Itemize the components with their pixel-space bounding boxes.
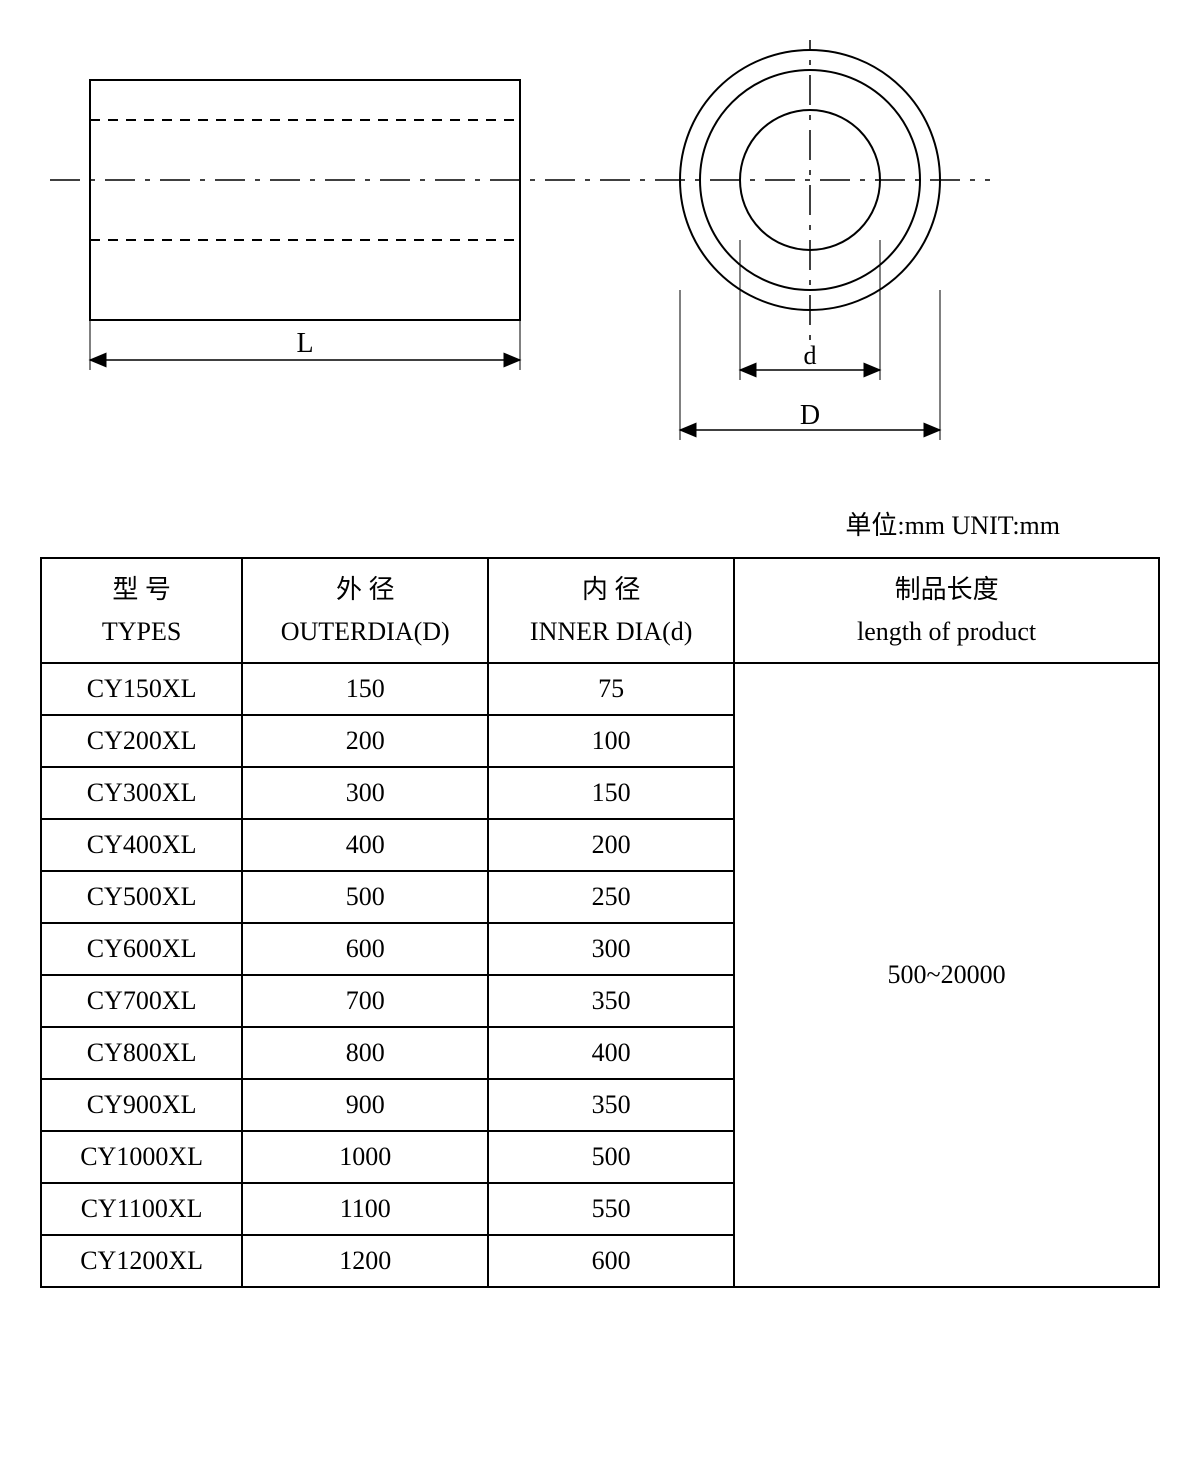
cell-outer: 900: [242, 1079, 488, 1131]
cell-outer: 1100: [242, 1183, 488, 1235]
cell-outer: 200: [242, 715, 488, 767]
header-outer-cn: 外 径: [336, 575, 395, 604]
table-row: CY150XL15075500~20000: [41, 663, 1159, 715]
header-length-cn: 制品长度: [895, 575, 999, 604]
cell-type: CY500XL: [41, 871, 242, 923]
cell-inner: 350: [488, 1079, 734, 1131]
header-length-en: length of product: [857, 617, 1036, 646]
diagram-svg: Ld D: [40, 40, 1040, 470]
unit-label: 单位:mm UNIT:mm: [40, 505, 1160, 542]
cell-type: CY400XL: [41, 819, 242, 871]
header-inner-cn: 内 径: [582, 575, 641, 604]
header-type-cn: 型 号: [112, 575, 171, 604]
cell-type: CY600XL: [41, 923, 242, 975]
cell-inner: 75: [488, 663, 734, 715]
cell-outer: 150: [242, 663, 488, 715]
cell-outer: 400: [242, 819, 488, 871]
svg-text:L: L: [296, 328, 313, 359]
cell-inner: 100: [488, 715, 734, 767]
header-length: 制品长度 length of product: [734, 558, 1159, 663]
cell-inner: 400: [488, 1027, 734, 1079]
svg-text:D: D: [800, 400, 820, 431]
cell-inner: 600: [488, 1235, 734, 1287]
table-header-row: 型 号 TYPES 外 径 OUTERDIA(D) 内 径 INNER DIA(…: [41, 558, 1159, 663]
cell-outer: 1200: [242, 1235, 488, 1287]
cell-type: CY700XL: [41, 975, 242, 1027]
cell-type: CY200XL: [41, 715, 242, 767]
specifications-table: 型 号 TYPES 外 径 OUTERDIA(D) 内 径 INNER DIA(…: [40, 557, 1160, 1288]
cell-outer: 800: [242, 1027, 488, 1079]
cell-outer: 500: [242, 871, 488, 923]
header-inner: 内 径 INNER DIA(d): [488, 558, 734, 663]
cell-outer: 1000: [242, 1131, 488, 1183]
cell-inner: 550: [488, 1183, 734, 1235]
technical-diagram: Ld D: [40, 40, 1160, 475]
cell-type: CY1000XL: [41, 1131, 242, 1183]
cell-inner: 250: [488, 871, 734, 923]
cell-inner: 500: [488, 1131, 734, 1183]
cell-type: CY1100XL: [41, 1183, 242, 1235]
cell-outer: 300: [242, 767, 488, 819]
header-inner-en: INNER DIA(d): [530, 617, 692, 646]
svg-text:d: d: [804, 341, 817, 370]
cell-type: CY800XL: [41, 1027, 242, 1079]
cell-outer: 600: [242, 923, 488, 975]
header-type: 型 号 TYPES: [41, 558, 242, 663]
cell-inner: 150: [488, 767, 734, 819]
header-outer-en: OUTERDIA(D): [281, 617, 450, 646]
cell-inner: 350: [488, 975, 734, 1027]
cell-type: CY300XL: [41, 767, 242, 819]
cell-outer: 700: [242, 975, 488, 1027]
cell-type: CY150XL: [41, 663, 242, 715]
table-body: CY150XL15075500~20000CY200XL200100CY300X…: [41, 663, 1159, 1287]
cell-inner: 300: [488, 923, 734, 975]
cell-inner: 200: [488, 819, 734, 871]
header-outer: 外 径 OUTERDIA(D): [242, 558, 488, 663]
cell-length: 500~20000: [734, 663, 1159, 1287]
cell-type: CY1200XL: [41, 1235, 242, 1287]
header-type-en: TYPES: [102, 617, 181, 646]
cell-type: CY900XL: [41, 1079, 242, 1131]
